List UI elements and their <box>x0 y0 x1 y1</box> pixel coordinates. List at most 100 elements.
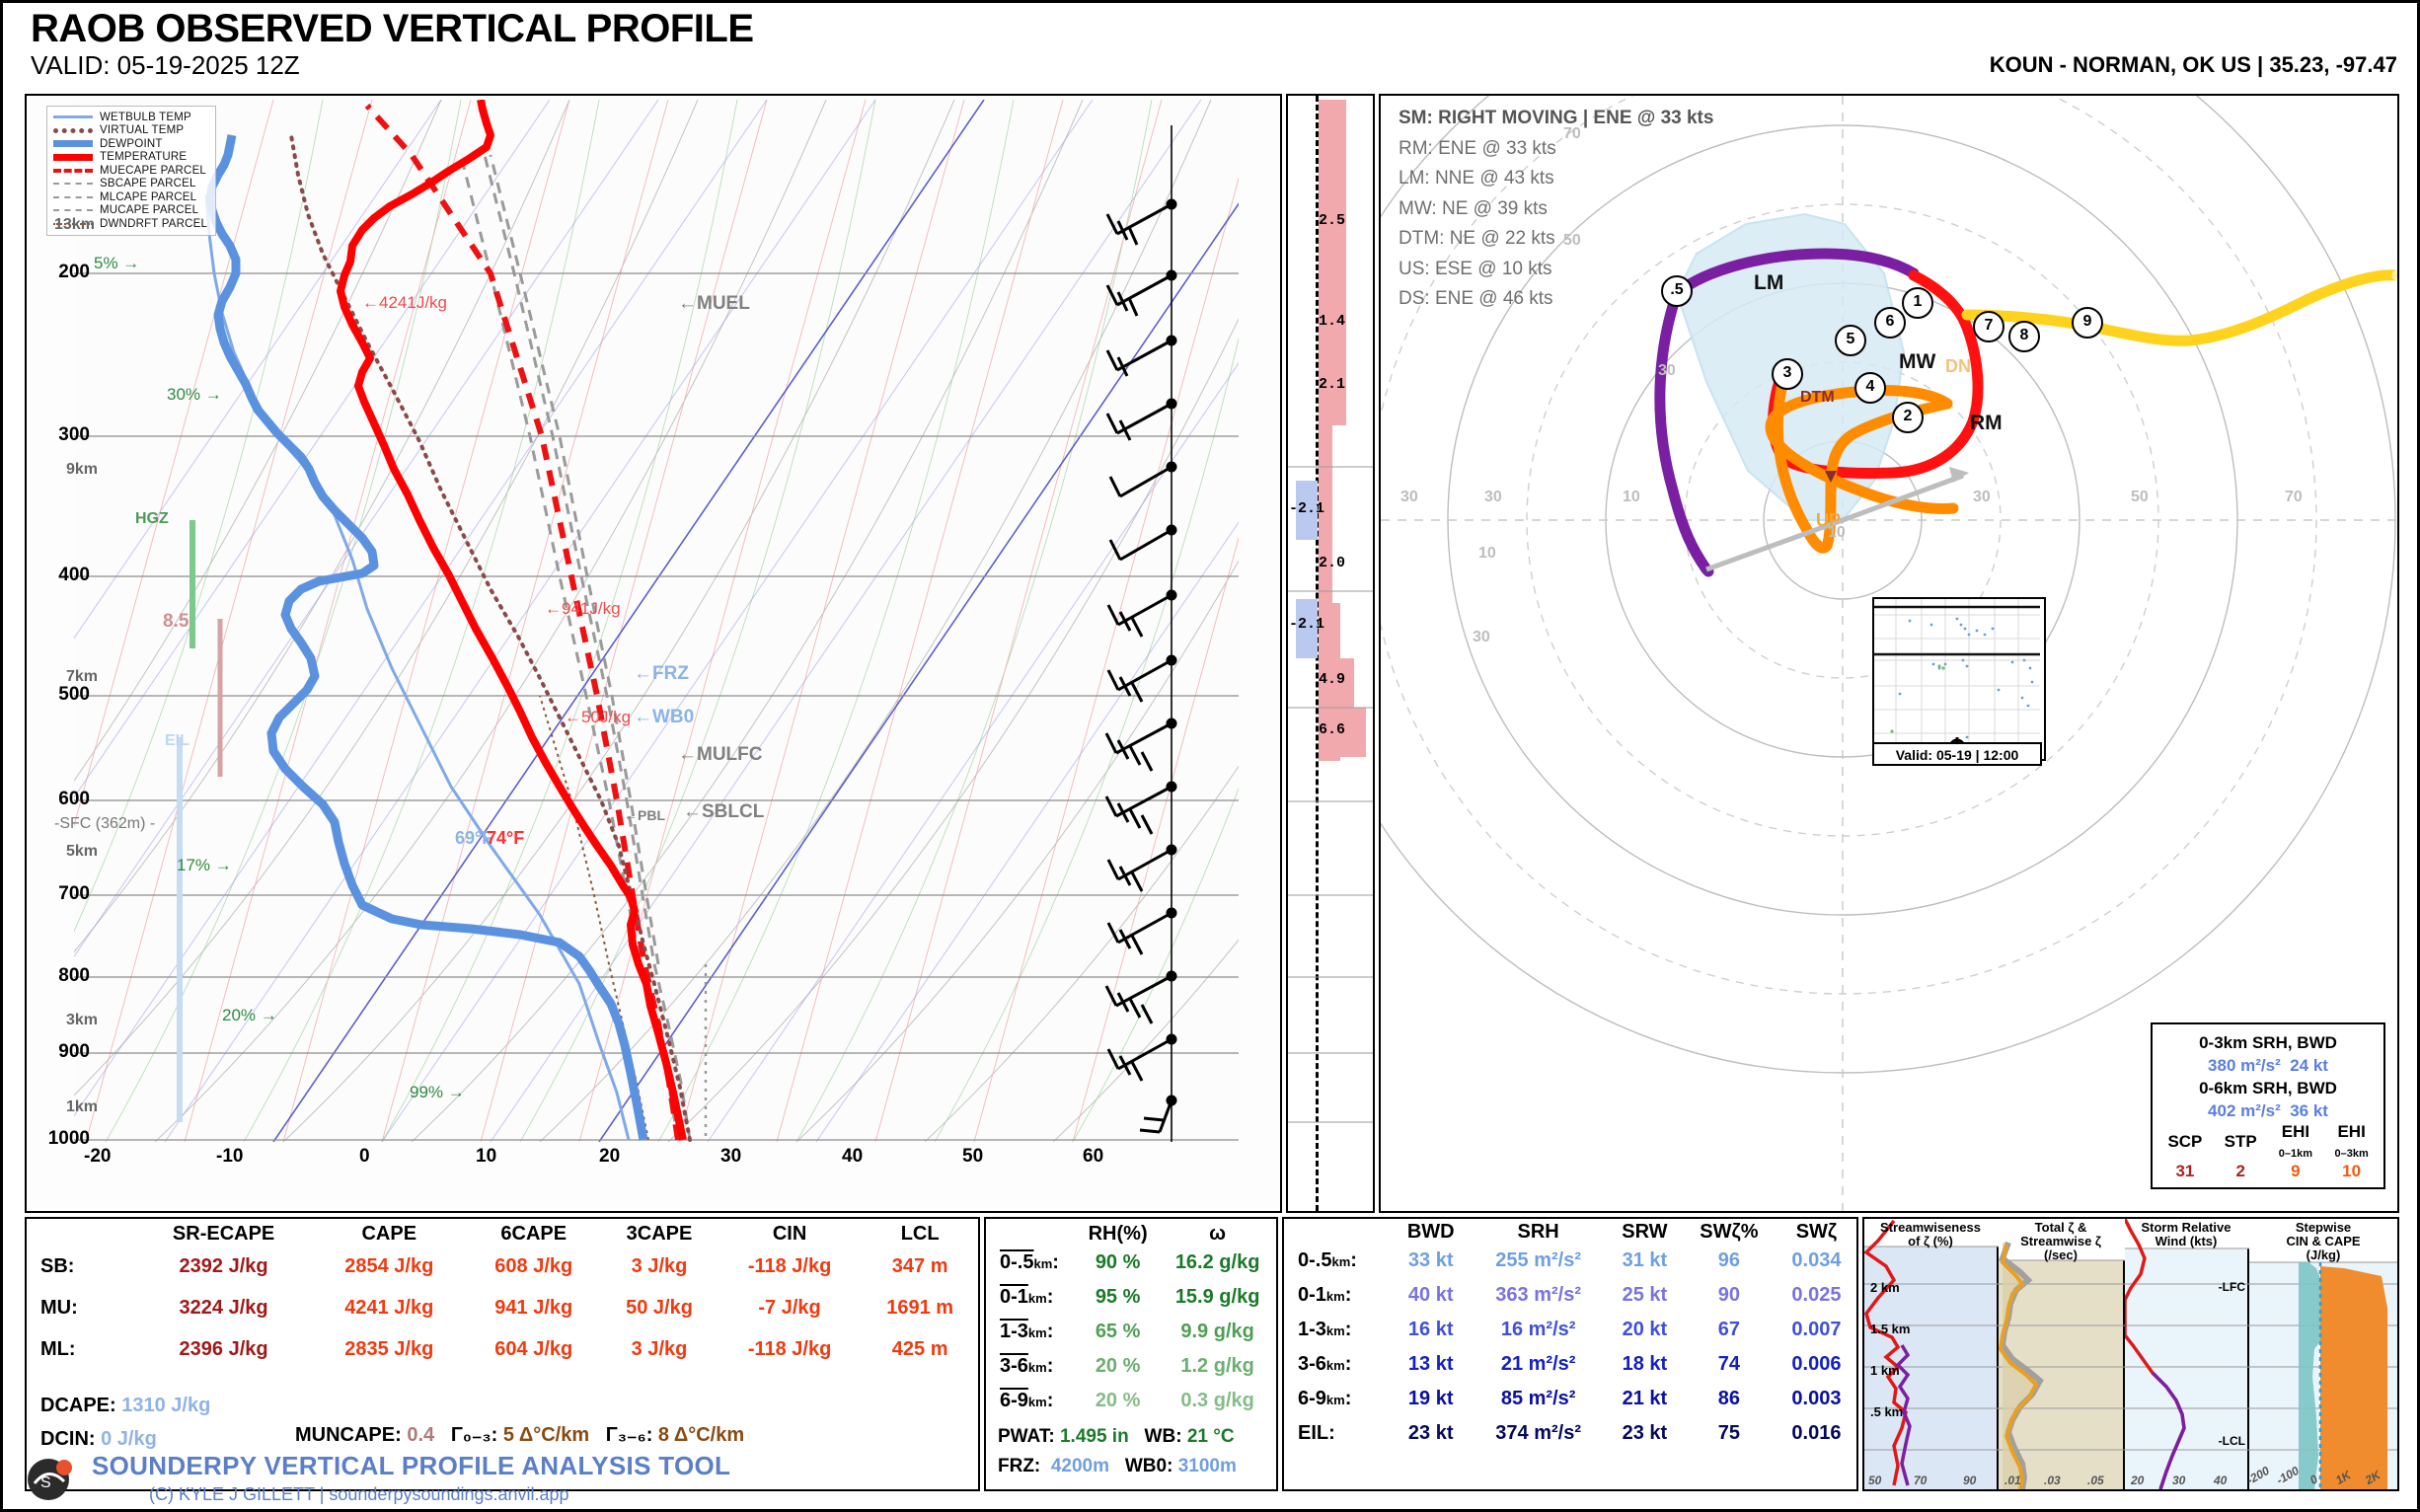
index-value-ehi3: 10 <box>2342 1162 2362 1180</box>
level-label-mulfc: ←MULFC <box>678 744 763 765</box>
hodo-marker-9[interactable]: 9 <box>2072 307 2103 339</box>
mini-panel-stepwise[interactable]: Stepwise CIN & CAPE (J/kg) -200 -100 0 1K … <box>2244 1219 2397 1489</box>
sfc-label: -SFC (362m) - <box>54 815 156 832</box>
hodo-marker-0.5[interactable]: .5 <box>1661 275 1693 307</box>
srh-bwd-box: 0-3km SRH, BWD 380 m²/s² 24 kt 0-6km SRH… <box>2151 1022 2385 1189</box>
hodograph-panel[interactable]: SM: RIGHT MOVING | ENE @ 33 kts RM: ENE … <box>1379 94 2399 1213</box>
mini-panel-vorticity[interactable]: Total ζ & Streamwise ζ (/sec) .01 .03 .05 <box>1999 1219 2125 1489</box>
ml-6cape: 604 J/kg <box>494 1337 573 1360</box>
lapse03-value: 5 Δ°C/km <box>502 1424 590 1446</box>
legend-label: SBCAPE PARCEL <box>100 178 196 190</box>
sb-lcl: 347 m <box>891 1254 948 1277</box>
table-header-row: RH(%) ω <box>986 1223 1276 1246</box>
footer-title: SOUNDERPY VERTICAL PROFILE ANALYSIS TOOL <box>92 1451 731 1480</box>
mini-alt-15km: 1.5 km <box>1870 1322 1911 1336</box>
lapse03-label: Γ₀₋₃: <box>450 1424 498 1446</box>
skewt-panel[interactable]: WETBULB TEMP VIRTUAL TEMP DEWPOINT TEMPE… <box>25 94 1282 1213</box>
legend-item: MUECAPE PARCEL <box>53 164 207 178</box>
kin-eil-bwd: 23 kt <box>1407 1422 1454 1444</box>
height-label-7km: 7km <box>66 668 99 685</box>
omega-bar <box>1319 540 1332 599</box>
level-label-muel: ←MUEL <box>678 293 750 314</box>
omega-value: 6.6 <box>1319 721 1346 738</box>
minimap-valid-label: Valid: 05-19 | 12:00 <box>1872 742 2042 766</box>
table-row: 3-6km: 13 kt 21 m²/s² 18 kt 74 0.006 <box>1284 1347 1856 1382</box>
legend-label: MUECAPE PARCEL <box>100 164 207 177</box>
kin-row-label-13: 1-3 <box>1298 1319 1326 1340</box>
hodo-marker-4[interactable]: 4 <box>1854 372 1886 404</box>
rh-value-13: 65 % <box>1095 1321 1141 1342</box>
mini-panel-streamwiseness[interactable]: Streamwiseness of ζ (%) 2 km 1.5 km 1 km … <box>1864 1219 1999 1489</box>
col-header-3cape: 3CAPE <box>626 1223 693 1245</box>
omega-value-05: 16.2 g/kg <box>1174 1251 1260 1273</box>
srwind-svg <box>2125 1219 2249 1489</box>
hodo-ring-10: 10 <box>1828 524 1846 541</box>
kin-eil-srw: 23 kt <box>1622 1422 1668 1444</box>
omega-bar <box>1319 100 1346 425</box>
radar-minimap[interactable] <box>1872 597 2046 761</box>
hodo-marker-7[interactable]: 7 <box>1973 311 2004 342</box>
storm-motion-ds: DS: ENE @ 46 kts <box>1399 288 1553 309</box>
kin-05-bwd: 33 kt <box>1407 1249 1454 1271</box>
hodo-ring-30-e: 30 <box>1473 629 1490 645</box>
hodo-marker-8[interactable]: 8 <box>2008 321 2040 352</box>
table-row: 0-.5km: 90 % 16.2 g/kg <box>986 1246 1276 1280</box>
mini-panels: Streamwiseness of ζ (%) 2 km 1.5 km 1 km … <box>1862 1217 2399 1491</box>
kin-05-swzpct: 96 <box>1717 1249 1741 1271</box>
kin-13-srh: 16 m²/s² <box>1500 1319 1576 1340</box>
mini-panel-srwind[interactable]: Storm Relative Wind (kts) -LFC -LCL 20 30… <box>2125 1219 2249 1489</box>
table-row: 0-.5km: 33 kt 255 m²/s² 31 kt 96 0.034 <box>1284 1244 1856 1278</box>
hodo-label-mw: MW <box>1899 350 1936 373</box>
hodo-ring-10-c: 10 <box>1478 545 1496 562</box>
hodo-marker-3[interactable]: 3 <box>1772 358 1803 390</box>
ml-cape: 2835 J/kg <box>344 1337 434 1360</box>
hodo-marker-1[interactable]: 1 <box>1902 287 1933 319</box>
sb-srecape: 2392 J/kg <box>179 1254 268 1277</box>
legend-swatch-dwndrft <box>53 222 93 225</box>
omega-panel[interactable]: 2.5 1.4 2.1 -2.1 2.0 -2.1 4.9 6.6 <box>1286 94 1375 1213</box>
rh-label-20: 20% → <box>222 1006 277 1024</box>
table-row: 1-3km: 16 kt 16 m²/s² 20 kt 67 0.007 <box>1284 1313 1856 1347</box>
footer: S SOUNDERPY VERTICAL PROFILE ANALYSIS TO… <box>3 1446 2417 1509</box>
unit: km <box>1027 1395 1047 1409</box>
pwat-label: PWAT: <box>998 1426 1055 1447</box>
kin-69-swz: 0.003 <box>1791 1388 1842 1409</box>
kin-13-swzpct: 67 <box>1717 1319 1741 1340</box>
storm-motion-lm: LM: NNE @ 43 kts <box>1399 168 1554 189</box>
legend-item: MUCAPE PARCEL <box>53 204 207 218</box>
stepwise-svg <box>2249 1219 2397 1489</box>
legend-swatch-mlcape <box>53 195 93 198</box>
hodo-marker-6[interactable]: 6 <box>1874 307 1906 339</box>
wind-barbs <box>1104 198 1177 1134</box>
kin-05-srw: 31 kt <box>1622 1249 1668 1271</box>
table-row: SB: 2392 J/kg 2854 J/kg 608 J/kg 3 J/kg … <box>27 1246 978 1287</box>
pressure-tick-1000: 1000 <box>47 1128 90 1149</box>
index-header-scp: SCP <box>2167 1132 2203 1151</box>
pressure-tick-200: 200 <box>58 262 90 282</box>
ml-cin: -118 J/kg <box>747 1337 832 1360</box>
hodo-marker-5[interactable]: 5 <box>1835 325 1866 356</box>
kin-row-label-69: 6-9 <box>1298 1388 1326 1409</box>
table-row: EIL: 23 kt 374 m²/s² 23 kt 75 0.016 <box>1284 1416 1856 1451</box>
mini-panel-title: Storm Relative Wind (kts) <box>2141 1220 2231 1248</box>
kin-36-srw: 18 kt <box>1622 1353 1668 1375</box>
storm-motion-rm: RM: ENE @ 33 kts <box>1399 137 1556 159</box>
srh-row2-bwd: 36 kt <box>2290 1101 2328 1120</box>
surface-temperature-label: 74°F <box>487 828 525 848</box>
mu-3cape: 50 J/kg <box>626 1296 693 1319</box>
mini-tick-70: 70 <box>1914 1474 1928 1487</box>
mini-tick-30: 30 <box>2172 1474 2186 1487</box>
frz-value: 4200m <box>1050 1456 1109 1476</box>
table-row: 0-1km: 95 % 15.9 g/kg <box>986 1280 1276 1315</box>
legend-swatch-mucape <box>53 209 93 212</box>
mini-tick-20: 20 <box>2131 1474 2145 1487</box>
hodo-marker-2[interactable]: 2 <box>1892 402 1924 433</box>
storm-motion-sm: SM: RIGHT MOVING | ENE @ 33 kts <box>1399 108 1714 128</box>
temp-tick-20: 20 <box>599 1146 621 1167</box>
rh-row-label-13: 1-3 <box>1000 1321 1028 1342</box>
unit: km <box>1325 1289 1345 1304</box>
rh-value-05: 90 % <box>1095 1251 1141 1273</box>
height-label-13km: 13km <box>54 216 95 233</box>
mini-alt-05km: .5 km <box>1870 1404 1904 1419</box>
index-value-stp: 2 <box>2235 1162 2245 1180</box>
